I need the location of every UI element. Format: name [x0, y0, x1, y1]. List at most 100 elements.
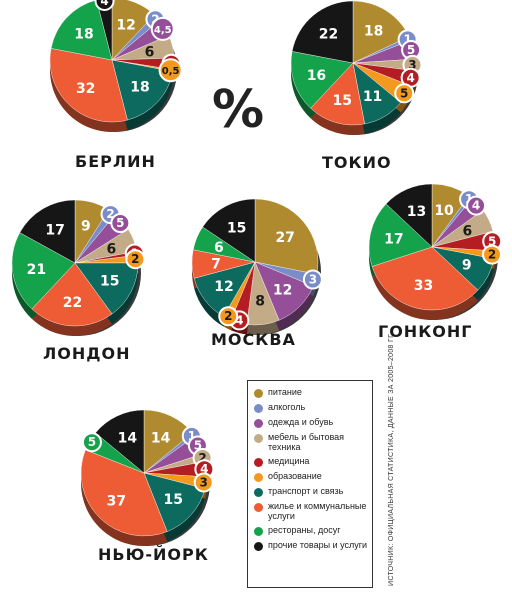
- legend-swatch-furniture: [254, 434, 263, 443]
- city-label-moscow: МОСКВА: [211, 330, 296, 349]
- pie-slice-other: [202, 198, 256, 263]
- pie-value-label: 37: [107, 494, 126, 510]
- pie-slice-restaurants: [50, 0, 113, 61]
- pie-slice-housing: [80, 449, 168, 537]
- pie-value-label: 16: [307, 68, 326, 84]
- pie-value-label: 4: [235, 313, 243, 327]
- legend-swatch-restaurants: [254, 527, 263, 536]
- pie-london: 92561215222117: [11, 199, 146, 336]
- pie-slice-other: [95, 409, 145, 474]
- pie-value-label: 3: [309, 273, 317, 287]
- legend-swatch-food: [254, 389, 263, 398]
- pie-slice-housing: [49, 48, 128, 123]
- pie-value-label: 3: [200, 475, 208, 489]
- pie-value-label: 2: [488, 248, 496, 262]
- legend-label-transport: транспорт и связь: [268, 486, 344, 496]
- pie-value-badge: [110, 213, 131, 234]
- pie-slice-restaurants: [368, 203, 433, 267]
- pie-value-badge: [218, 306, 239, 327]
- pie-value-badge: [94, 0, 115, 11]
- pie-value-label: 2: [224, 309, 232, 323]
- legend-item-medicine: медицина: [254, 456, 368, 467]
- pie-slice-restaurants: [11, 232, 76, 310]
- pie-value-badge: [158, 58, 183, 83]
- pie-value-label: 4: [406, 71, 414, 85]
- pie-value-label: 33: [414, 278, 433, 294]
- legend-label-alcohol: алкоголь: [268, 402, 306, 412]
- city-label-tokyo: ТОКИО: [322, 153, 392, 172]
- pie-value-label: 32: [76, 81, 95, 97]
- pie-value-label: 2: [198, 451, 206, 465]
- city-label-london: ЛОНДОН: [43, 344, 131, 363]
- legend-item-furniture: мебель и бытовая техника: [254, 432, 368, 452]
- legend: питание алкоголь одежда и обувь мебель и…: [247, 380, 373, 588]
- pie-value-label: 18: [130, 79, 149, 95]
- legend-item-education: образование: [254, 471, 368, 482]
- legend-label-restaurants: рестораны, досуг: [268, 525, 341, 535]
- pie-value-label: 7: [211, 256, 221, 272]
- pie-slice-food: [254, 198, 319, 275]
- pie-value-label: 5: [488, 234, 496, 248]
- pie-value-label: 6: [106, 242, 116, 258]
- pie-value-label: 6: [214, 240, 224, 256]
- pie-value-label: 18: [74, 27, 93, 43]
- pie-value-label: 3: [408, 58, 416, 72]
- pie-value-label: 22: [319, 26, 338, 42]
- legend-label-food: питание: [268, 387, 302, 397]
- pie-value-label: 4,5: [154, 25, 172, 36]
- legend-swatch-transport: [254, 488, 263, 497]
- pie-value-label: 2: [151, 12, 159, 26]
- pie-value-label: 4: [100, 0, 108, 8]
- city-label-berlin: БЕРЛИН: [75, 152, 156, 171]
- pie-value-label: 12: [116, 17, 135, 33]
- pie-slice-other: [19, 199, 76, 264]
- pie-value-label: 11: [363, 89, 382, 105]
- legend-label-housing: жилье и коммунальные услуги: [268, 501, 367, 521]
- pie-value-label: 15: [100, 274, 119, 290]
- pie-value-label: 15: [164, 492, 183, 508]
- pie-value-label: 9: [81, 218, 91, 234]
- legend-label-other: прочие товары и услуги: [268, 540, 368, 550]
- legend-item-alcohol: алкоголь: [254, 402, 368, 413]
- pie-value-label: 4: [200, 462, 208, 476]
- pie-value-label: 27: [275, 230, 294, 246]
- pie-value-label: 14: [151, 431, 171, 447]
- pie-slice-other: [96, 0, 113, 61]
- pie-value-label: 8: [255, 294, 265, 310]
- pie-value-badge: [394, 83, 415, 104]
- pie-value-label: 18: [364, 24, 383, 40]
- pie-value-label: 17: [45, 222, 64, 238]
- pie-value-badge: [125, 249, 146, 270]
- pie-slice-housing: [371, 246, 479, 311]
- legend-item-restaurants: рестораны, досуг: [254, 525, 368, 536]
- legend-label-furniture: мебель и бытовая техника: [268, 432, 345, 452]
- pie-value-label: 9: [462, 258, 472, 274]
- pie-value-label: 1: [188, 429, 196, 443]
- pie-value-label: 5: [400, 86, 408, 100]
- pie-value-badge: [81, 432, 102, 453]
- legend-swatch-medicine: [254, 458, 263, 467]
- pie-value-label: 15: [227, 221, 246, 237]
- pie-hongkong: 10146529331713: [368, 183, 503, 320]
- legend-swatch-education: [254, 473, 263, 482]
- pie-slice-other: [291, 0, 354, 64]
- pie-value-badge: [302, 269, 323, 290]
- pie-value-label: 2: [106, 207, 114, 221]
- pie-value-label: 14: [118, 431, 138, 447]
- pie-value-label: 4: [472, 199, 480, 213]
- pie-value-label: 17: [384, 231, 403, 247]
- pie-value-label: 6: [145, 45, 155, 61]
- legend-item-other: прочие товары и услуги: [254, 540, 368, 551]
- city-label-newyork: НЬЮ-ЙОРК: [98, 545, 209, 564]
- pie-value-label: 15: [333, 93, 352, 109]
- percent-sign: %: [212, 80, 265, 140]
- pie-value-label: 1: [403, 32, 411, 46]
- legend-label-clothing: одежда и обувь: [268, 417, 334, 427]
- pie-value-label: 2: [131, 252, 139, 266]
- pie-value-label: 5: [407, 43, 415, 57]
- pie-slice-restaurants: [290, 51, 354, 109]
